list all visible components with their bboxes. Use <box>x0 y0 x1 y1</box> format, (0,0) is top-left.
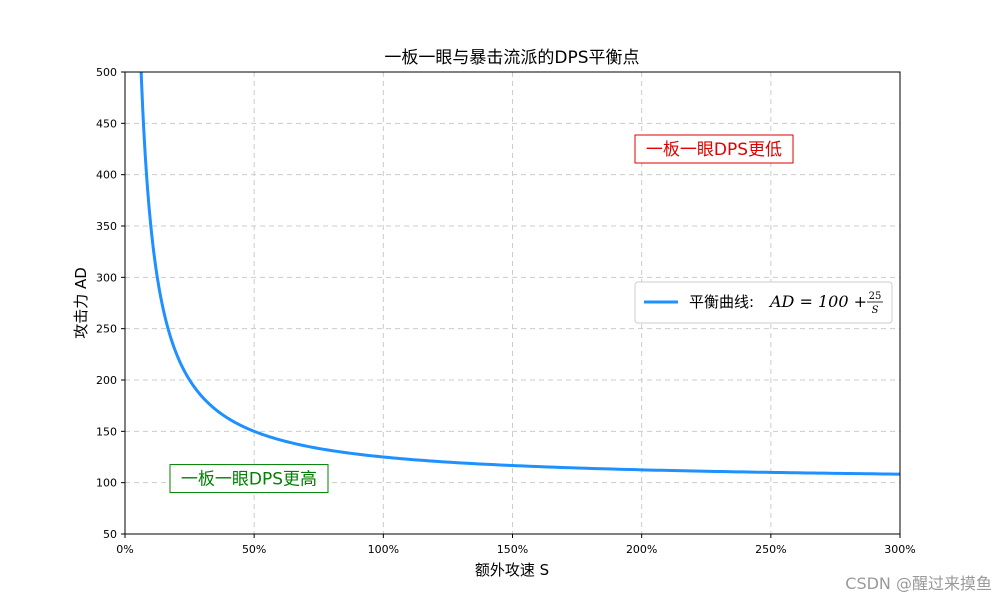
y-axis-label: 攻击力 AD <box>72 267 90 339</box>
y-tick-label: 300 <box>96 271 117 284</box>
y-tick-label: 250 <box>96 323 117 336</box>
y-tick-label: 450 <box>96 117 117 130</box>
x-axis-ticks: 0% 50% 100% 150% 200% 250% 300% <box>116 534 916 556</box>
legend-formula-numerator: 25 <box>869 291 882 302</box>
y-tick-label: 500 <box>96 66 117 79</box>
y-tick-label: 200 <box>96 374 117 387</box>
series-line-0 <box>139 71 901 476</box>
watermark: CSDN @醒过来摸鱼 <box>845 574 992 593</box>
x-tick-label: 200% <box>626 543 657 556</box>
annotation-text: 一板一眼DPS更高 <box>181 470 317 490</box>
x-axis-label: 额外攻速 S <box>475 561 549 579</box>
x-tick-label: 250% <box>755 543 786 556</box>
annotation-0: 一板一眼DPS更低 <box>634 134 794 164</box>
x-tick-label: 150% <box>497 543 528 556</box>
y-tick-label: 50 <box>103 528 117 541</box>
y-axis-ticks: 50 100 150 200 250 300 350 400 450 500 <box>96 66 125 541</box>
legend: 平衡曲线: AD = 100 + 25 S <box>634 281 893 324</box>
annotation-box <box>169 464 329 494</box>
legend-formula: AD = 100 + <box>768 292 867 311</box>
annotation-text: 一板一眼DPS更低 <box>646 140 782 160</box>
x-tick-label: 50% <box>242 543 266 556</box>
annotation-box <box>634 134 794 164</box>
legend-label: 平衡曲线: <box>689 293 754 311</box>
x-tick-label: 0% <box>116 543 133 556</box>
y-tick-label: 100 <box>96 477 117 490</box>
y-tick-label: 350 <box>96 220 117 233</box>
chart-title: 一板一眼与暴击流派的DPS平衡点 <box>384 48 639 68</box>
legend-formula-denominator: S <box>872 305 879 316</box>
curve-layer <box>139 71 901 476</box>
x-tick-label: 300% <box>884 543 915 556</box>
y-tick-label: 400 <box>96 169 117 182</box>
legend-box <box>634 281 893 324</box>
y-tick-label: 150 <box>96 425 117 438</box>
annotation-1: 一板一眼DPS更高 <box>169 464 329 494</box>
x-tick-label: 100% <box>368 543 399 556</box>
